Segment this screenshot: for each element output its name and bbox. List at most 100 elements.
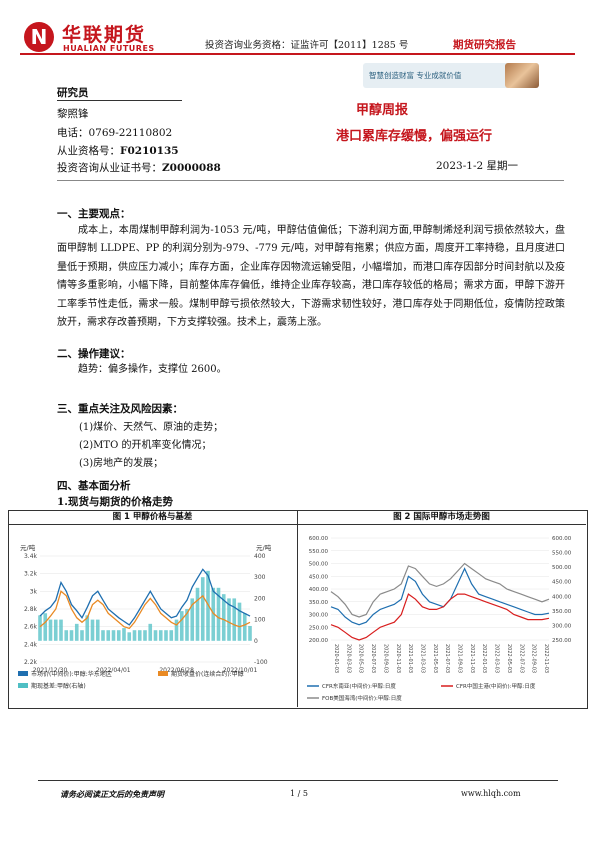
report-subtitle: 港口累库存缓慢，偏强运行: [336, 129, 493, 144]
basis-bar: [153, 630, 158, 641]
figure-2-title: 图 2 国际甲醇市场走势图: [297, 510, 586, 525]
license-text: 投资咨询业务资格：证监许可【2011】1285 号: [205, 40, 409, 51]
section-2-heading: 二、操作建议：: [57, 348, 131, 360]
basis-bar: [200, 577, 205, 641]
coins-image: [505, 63, 539, 88]
section-4-heading: 四、基本面分析: [57, 480, 131, 492]
series-line-2: [39, 590, 251, 630]
logo-letter: N: [30, 25, 48, 49]
y-left-tick: 3k: [30, 588, 38, 595]
x-tick: 2022-11-03: [543, 644, 549, 673]
basis-bar: [74, 623, 79, 641]
y-left-tick: 2.4k: [24, 641, 38, 648]
x-tick: 2020-09-03: [382, 644, 388, 673]
logo-cn-text: 华联期货: [62, 24, 147, 46]
y-right-tick: 0: [254, 638, 258, 645]
researcher-label: 研究员: [57, 87, 89, 99]
section-1-heading: 一、主要观点：: [57, 208, 131, 220]
basis-bar: [227, 598, 231, 641]
basis-bar: [158, 630, 163, 641]
basis-bar: [59, 619, 63, 641]
series-line-1: [330, 567, 550, 626]
x-tick: 2022-09-03: [531, 644, 537, 673]
report-title: 甲醇周报: [356, 103, 409, 118]
slogan-text: 智慧创造财富 专业成就价值: [369, 71, 462, 80]
basis-bar: [80, 630, 84, 641]
legend-label: 期现基差:甲醇(右轴): [31, 682, 86, 690]
page-number: 1 / 5: [290, 789, 308, 798]
basis-bar: [38, 615, 42, 641]
y-right-tick: 350.00: [552, 609, 572, 615]
basis-bar: [174, 619, 179, 641]
figure-1-title: 图 1 甲醇价格与基差: [8, 510, 297, 525]
y-right-tick: 400.00: [552, 594, 572, 600]
chart-methanol-price-basis: 元/吨 元/吨3.4k3.2k3k2.8k2.6k2.4k2.2k40030020…: [18, 543, 272, 690]
basis-bar: [216, 587, 221, 641]
basis-bar: [90, 619, 95, 641]
y-right-tick: 250.00: [552, 638, 572, 644]
basis-bar: [69, 630, 74, 641]
researcher-phone: 电话：0769-22110802: [57, 127, 173, 139]
x-tick: 2022-05-03: [506, 644, 512, 673]
legend-label: 期货收盘价(连续合约):甲醇: [171, 670, 244, 678]
figure-table: [8, 510, 588, 709]
qualification-number: F0210135: [120, 145, 179, 157]
basis-bar: [211, 587, 216, 641]
y-left-tick: 3.4k: [24, 553, 38, 560]
basis-bar: [148, 623, 153, 641]
footer-divider: [38, 780, 558, 781]
basis-bar: [169, 630, 174, 641]
basis-bar: [85, 615, 90, 641]
y-left-unit: 元/吨: [20, 543, 36, 552]
x-tick: 2021-01-03: [407, 644, 413, 673]
legend-label: 市场价(中间价):甲醇:华东地区: [31, 670, 112, 678]
y-right-tick: 550.00: [552, 551, 572, 557]
basis-bar: [111, 630, 116, 641]
risk-item: (1)煤价、天然气、原油的走势；: [79, 422, 224, 433]
basis-bar: [179, 611, 184, 641]
report-type-tag: 期货研究报告: [453, 39, 516, 51]
y-right-tick: 450.00: [552, 580, 572, 586]
x-tick: 2021-07-03: [444, 644, 450, 673]
basis-bar: [43, 613, 48, 641]
x-tick: 2021-03-03: [419, 644, 425, 673]
y-left-tick: 400.00: [309, 587, 329, 593]
x-tick: 2020-03-03: [345, 644, 351, 673]
website-link[interactable]: www.hlqh.com: [461, 789, 521, 798]
legend-label: FOB美国海湾(中间价):甲醇:日度: [322, 694, 402, 702]
company-logo: [24, 22, 54, 52]
x-tick: 2022/06/28: [159, 667, 194, 674]
section-3-heading: 三、重点关注及风险因素：: [57, 403, 183, 415]
basis-bar: [106, 630, 111, 641]
x-tick: 2021-09-03: [457, 644, 463, 673]
y-right-unit: 元/吨: [256, 543, 272, 552]
basis-bar: [190, 598, 195, 641]
y-left-tick: 450.00: [309, 574, 329, 580]
y-left-tick: 200.00: [309, 638, 329, 644]
y-left-tick: 2.2k: [24, 659, 38, 666]
basis-bar: [95, 619, 100, 641]
researcher-name: 黎照锋: [57, 108, 89, 120]
legend-label: CFR中国主港(中间价):甲醇:日度: [456, 682, 536, 690]
legend-swatch: [18, 671, 28, 676]
basis-bar: [137, 630, 142, 641]
y-left-tick: 3.2k: [24, 571, 38, 578]
basis-bar: [237, 602, 242, 641]
series-line-1: [39, 568, 251, 626]
y-right-tick: 100: [254, 617, 266, 624]
researcher-underline: [57, 100, 182, 101]
y-left-tick: 2.8k: [24, 606, 38, 613]
y-right-tick: 300: [254, 574, 266, 581]
basis-bar: [101, 630, 105, 641]
basis-bar: [53, 619, 58, 641]
basis-bar: [48, 619, 53, 641]
basis-bar: [127, 632, 132, 641]
y-left-tick: 350.00: [309, 600, 329, 606]
x-tick: 2020-11-03: [395, 644, 401, 673]
y-left-tick: 2.6k: [24, 624, 38, 631]
section-2-body: 趋势：偏多操作，支撑位 2600。: [78, 364, 227, 375]
x-tick: 2020-01-03: [333, 644, 339, 673]
figure-divider: [297, 510, 298, 707]
y-right-tick: 300.00: [552, 623, 572, 629]
x-tick: 2022-03-03: [494, 644, 500, 673]
